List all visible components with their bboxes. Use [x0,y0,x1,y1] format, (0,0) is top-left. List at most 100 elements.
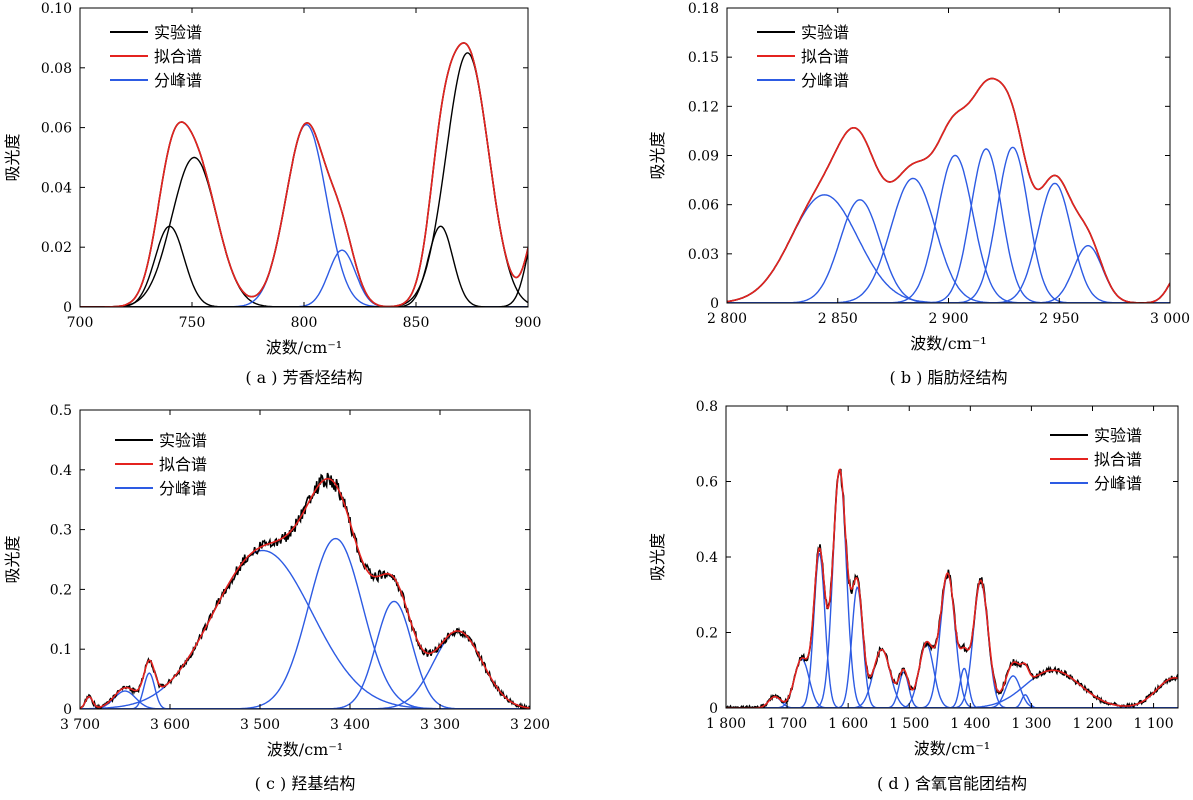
panel-aliphatic: 2 800 2 850 2 900 2 950 3 000 0 0.03 0.06 0.09 0.… [648,1,1190,387]
legend-label-fitted: 拟合谱 [159,455,207,474]
panel-caption: ( c ) 羟基结构 [255,774,356,793]
y-tick-label: 0.2 [50,582,72,598]
y-tick-label: 0.09 [688,149,719,165]
fitted-spectrum-line [80,42,528,307]
panel-oxygen-groups: 1 800 1 700 1 600 1 500 1 400 1 300 1 200 1 100… [648,399,1179,793]
peak-curve-10 [726,667,1178,708]
panel-hydroxyl: 3 700 3 600 3 500 3 400 3 300 3 200 0 0.1 0.2 0.3… [3,403,550,793]
y-tick-label: 0.4 [696,550,718,566]
peak-curve-7 [80,630,530,709]
peak-curve-1 [80,225,528,307]
x-tick-label: 3 300 [420,717,460,733]
peak-curve-1 [726,695,1178,708]
x-tick-label: 1 800 [706,716,746,732]
legend-label-peaks: 分峰谱 [159,479,207,498]
x-tick-label: 700 [67,315,94,331]
x-tick-label: 1 300 [1011,716,1051,732]
legend-label-experimental: 实验谱 [154,23,202,42]
peak-curve-3 [726,552,1178,708]
peak-curve-3 [80,123,528,307]
y-tick-label: 0.4 [50,463,72,479]
x-axis-title: 波数/cm⁻¹ [266,338,342,357]
peak-curve-4 [80,549,530,709]
legend-label-peaks: 分峰谱 [154,71,202,90]
x-tick-label: 3 600 [150,717,190,733]
peak-curve-5 [80,537,530,709]
y-tick-label: 0.03 [688,247,719,263]
x-tick-label: 2 950 [1039,311,1079,327]
y-tick-label: 0.06 [41,121,72,137]
peak-curve-7 [727,182,1170,303]
peak-curve-3 [727,177,1170,303]
peak-curve-8 [726,643,1178,708]
x-tick-label: 2 800 [707,311,747,327]
y-tick-label: 0.5 [50,403,72,419]
peak-curve-7 [80,252,528,307]
x-tick-label: 2 900 [928,311,968,327]
x-axis-title: 波数/cm⁻¹ [910,334,986,353]
y-tick-label: 0.6 [696,475,718,491]
legend-label-experimental: 实验谱 [1094,426,1142,445]
peak-curve-2 [80,690,530,709]
peak-curve-6 [80,52,528,307]
peak-curve-1 [727,194,1170,303]
y-axis-title: 吸光度 [3,133,22,181]
peak-curve-13 [726,694,1178,708]
fitted-spectrum-line [80,477,530,709]
y-tick-label: 0.08 [41,61,72,77]
fitted-spectrum-line [726,467,1178,708]
axes-frame [726,7,1171,304]
x-tick-label: 850 [403,315,430,331]
x-tick-label: 3 200 [510,717,550,733]
peak-curve-6 [727,146,1170,303]
x-tick-label: 3 000 [1150,311,1190,327]
y-tick-label: 0.3 [50,523,72,539]
x-tick-label: 3 400 [330,717,370,733]
peak-curve-8 [727,244,1170,303]
x-tick-label: 3 700 [60,717,100,733]
fitted-spectrum-line [727,77,1170,303]
peak-curve-4 [80,249,528,307]
x-tick-label: 900 [515,315,542,331]
x-tick-label: 1 600 [828,716,868,732]
y-tick-label: 0.04 [41,180,72,196]
legend-label-fitted: 拟合谱 [154,47,202,66]
y-tick-label: 0.02 [41,240,72,256]
x-tick-label: 3 500 [240,717,280,733]
legend-label-fitted: 拟合谱 [1094,450,1142,469]
x-tick-label: 1 700 [767,716,807,732]
peak-curve-5 [80,225,528,307]
peak-curve-14 [726,669,1178,708]
y-tick-label: 0 [709,701,718,717]
legend-label-experimental: 实验谱 [159,431,207,450]
peak-curve-3 [80,672,530,709]
panel-caption: ( d ) 含氧官能团结构 [877,774,1027,793]
y-tick-label: 0.8 [696,399,718,415]
x-tick-label: 1 400 [950,716,990,732]
legend-label-experimental: 实验谱 [801,23,849,42]
plot-area [727,77,1170,303]
x-tick-label: 1 500 [889,716,929,732]
y-tick-label: 0.2 [696,626,718,642]
y-tick-label: 0.15 [688,50,719,66]
x-tick-label: 1 100 [1134,716,1174,732]
legend-label-peaks: 分峰谱 [1094,474,1142,493]
axes-frame [79,409,531,710]
y-axis-title: 吸光度 [648,533,667,581]
y-tick-label: 0.1 [50,642,72,658]
x-axis-title: 波数/cm⁻¹ [267,740,343,759]
plot-area [726,467,1178,708]
y-tick-label: 0 [63,702,72,718]
x-tick-label: 800 [291,315,318,331]
y-tick-label: 0 [63,300,72,316]
x-tick-label: 750 [179,315,206,331]
y-axis-title: 吸光度 [3,535,22,583]
legend-label-peaks: 分峰谱 [801,71,849,90]
axes-frame [79,7,529,308]
y-tick-label: 0.12 [688,99,719,115]
peak-curve-2 [727,199,1170,303]
